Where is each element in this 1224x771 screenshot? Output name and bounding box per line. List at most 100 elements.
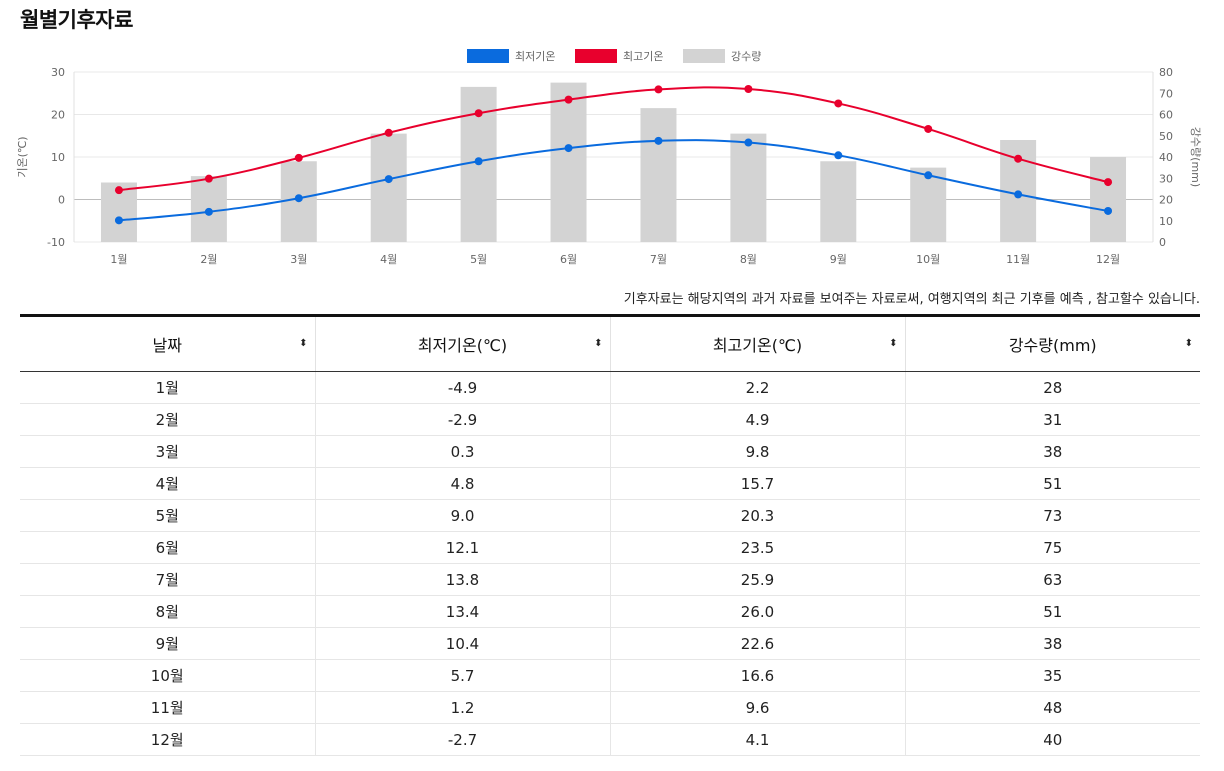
sort-icon[interactable]: ⬍ (299, 338, 308, 349)
series-line (118, 86, 1109, 192)
table-cell: 9.6 (609, 691, 905, 724)
table-row: 5월 9.0 20.3 73 (20, 499, 1200, 532)
data-point (114, 186, 123, 195)
precip-bar (550, 82, 587, 242)
table-cell: 7월 (20, 563, 315, 596)
column-header[interactable]: 날짜 ⬍ (20, 314, 315, 372)
table-cell: 48 (904, 691, 1200, 724)
sort-icon[interactable]: ⬍ (889, 338, 898, 349)
precip-bar (1090, 157, 1127, 242)
table-cell: 4.1 (609, 723, 905, 756)
table-row: 8월 13.4 26.0 51 (20, 595, 1200, 628)
data-point (204, 207, 213, 216)
table-row: 11월 1.2 9.6 48 (20, 691, 1200, 724)
table-row: 3월 0.3 9.8 38 (20, 435, 1200, 468)
sort-icon[interactable]: ⬍ (1184, 338, 1193, 349)
table-cell: 28 (904, 371, 1200, 404)
table-cell: 13.4 (314, 595, 610, 628)
table-cell: 11월 (20, 691, 315, 724)
table-cell: 73 (904, 499, 1200, 532)
table-cell: -2.7 (314, 723, 610, 756)
table-cell: 40 (904, 723, 1200, 756)
y-axis-title: 기온(℃) (16, 136, 29, 177)
column-header-label: 최고기온(℃) (712, 336, 803, 355)
table-row: 7월 13.8 25.9 63 (20, 563, 1200, 596)
x-tick-label: 10월 (916, 253, 940, 266)
data-point (294, 194, 303, 203)
table-cell: 4.9 (609, 403, 905, 436)
table-cell: 10월 (20, 659, 315, 692)
table-cell: 9.8 (609, 435, 905, 468)
table-cell: 31 (904, 403, 1200, 436)
x-tick-label: 3월 (290, 253, 307, 266)
table-cell: 10.4 (314, 627, 610, 660)
y2-tick-label: 50 (1159, 130, 1173, 143)
legend-swatch[interactable] (575, 49, 617, 63)
column-header-label: 날짜 (152, 336, 182, 355)
legend-label[interactable]: 최고기온 (623, 50, 663, 63)
data-point (564, 144, 573, 153)
data-point (654, 136, 663, 145)
precip-bars (100, 82, 1127, 242)
column-header-label: 최저기온(℃) (417, 336, 508, 355)
series-line (118, 139, 1109, 222)
x-tick-label: 12월 (1096, 253, 1120, 266)
table-row: 9월 10.4 22.6 38 (20, 627, 1200, 660)
data-point (114, 216, 123, 225)
legend-swatch[interactable] (467, 49, 509, 63)
table-cell: 1.2 (314, 691, 610, 724)
x-tick-label: 8월 (740, 253, 757, 266)
data-point (924, 124, 933, 133)
x-tick-label: 6월 (560, 253, 577, 266)
data-point (384, 175, 393, 184)
table-cell: 38 (904, 435, 1200, 468)
y2-tick-label: 20 (1159, 194, 1173, 207)
table-cell: -2.9 (314, 403, 610, 436)
y2-tick-label: 10 (1159, 215, 1173, 228)
table-cell: 9.0 (314, 499, 610, 532)
table-cell: 8월 (20, 595, 315, 628)
data-point (474, 157, 483, 166)
y2-axis-title: 강수량(mm) (1189, 127, 1202, 187)
legend-label[interactable]: 강수량 (731, 50, 761, 63)
y2-tick-label: 80 (1159, 66, 1173, 79)
table-cell: 0.3 (314, 435, 610, 468)
table-cell: 2.2 (609, 371, 905, 404)
x-tick-label: 9월 (830, 253, 847, 266)
data-point (744, 138, 753, 147)
table-cell: 38 (904, 627, 1200, 660)
table-cell: 2월 (20, 403, 315, 436)
table-cell: 63 (904, 563, 1200, 596)
data-point (564, 95, 573, 104)
chart-legend[interactable]: 최저기온 최고기온 강수량 (467, 49, 761, 63)
table-cell: 26.0 (609, 595, 905, 628)
x-tick-label: 5월 (470, 253, 487, 266)
table-row: 12월 -2.7 4.1 40 (20, 723, 1200, 756)
table-cell: 4월 (20, 467, 315, 500)
column-header[interactable]: 강수량(mm) ⬍ (904, 314, 1200, 372)
column-header[interactable]: 최저기온(℃) ⬍ (314, 314, 610, 372)
data-point (204, 174, 213, 183)
table-row: 1월 -4.9 2.2 28 (20, 371, 1200, 404)
x-tick-label: 4월 (380, 253, 397, 266)
sort-icon[interactable]: ⬍ (594, 338, 603, 349)
table-row: 4월 4.8 15.7 51 (20, 467, 1200, 500)
data-point (654, 85, 663, 94)
legend-label[interactable]: 최저기온 (515, 50, 555, 63)
legend-swatch[interactable] (683, 49, 725, 63)
table-cell: 5.7 (314, 659, 610, 692)
temp-lines (114, 85, 1113, 225)
column-header[interactable]: 최고기온(℃) ⬍ (609, 314, 905, 372)
y-tick-label: -10 (47, 236, 65, 249)
precip-bar (820, 161, 857, 242)
y2-tick-label: 40 (1159, 151, 1173, 164)
data-point (834, 99, 843, 108)
table-cell: 1월 (20, 371, 315, 404)
data-point (1104, 206, 1113, 215)
table-row: 10월 5.7 16.6 35 (20, 659, 1200, 692)
table-cell: 13.8 (314, 563, 610, 596)
climate-note: 기후자료는 해당지역의 과거 자료를 보여주는 자료로써, 여행지역의 최근 기… (623, 292, 1200, 307)
y2-tick-label: 30 (1159, 172, 1173, 185)
x-tick-label: 2월 (200, 253, 217, 266)
table-cell: 12월 (20, 723, 315, 756)
